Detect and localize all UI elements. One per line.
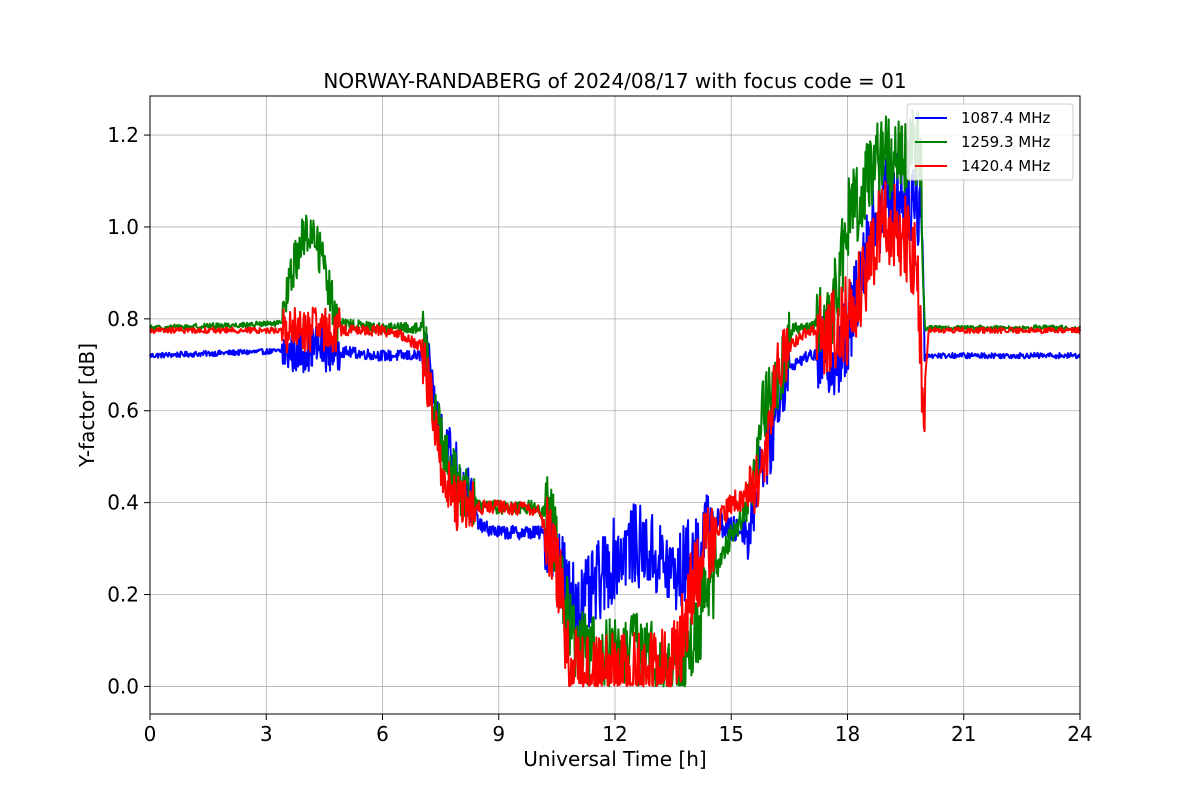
- y-tick-label: 0.6: [107, 399, 139, 423]
- x-tick-label: 24: [1067, 722, 1092, 746]
- series-line-2: [149, 109, 1081, 688]
- y-axis-label: Y-factor [dB]: [75, 343, 99, 468]
- x-tick-label: 21: [951, 722, 976, 746]
- x-tick-label: 9: [492, 722, 505, 746]
- y-tick-label: 0.4: [107, 491, 139, 515]
- y-tick-label: 0.8: [107, 307, 139, 331]
- y-tick-label: 0.0: [107, 674, 139, 698]
- y-tick-label: 1.2: [107, 123, 139, 147]
- chart-title: NORWAY-RANDABERG of 2024/08/17 with focu…: [323, 69, 906, 93]
- x-tick-label: 6: [376, 722, 389, 746]
- y-axis: 0.0 0.2 0.4 0.6 0.8 1.0 1.2: [107, 123, 150, 698]
- series-layer: [149, 109, 1081, 688]
- x-tick-label: 12: [602, 722, 627, 746]
- x-tick-label: 3: [260, 722, 273, 746]
- series-line-3: [149, 180, 1081, 688]
- legend-label: 1087.4 MHz: [961, 109, 1050, 127]
- legend-label: 1420.4 MHz: [961, 157, 1050, 175]
- y-tick-label: 1.0: [107, 215, 139, 239]
- legend-box: [906, 103, 1074, 181]
- legend: 1087.4 MHz 1259.3 MHz 1420.4 MHz: [906, 103, 1074, 181]
- y-tick-label: 0.2: [107, 583, 139, 607]
- x-axis: 0 3 6 9 12 15 18 21 24: [144, 714, 1093, 746]
- x-axis-label: Universal Time [h]: [523, 747, 706, 771]
- legend-label: 1259.3 MHz: [961, 133, 1050, 151]
- x-tick-label: 18: [835, 722, 860, 746]
- x-tick-label: 15: [719, 722, 744, 746]
- x-tick-label: 0: [144, 722, 157, 746]
- series-line-1: [149, 150, 1081, 643]
